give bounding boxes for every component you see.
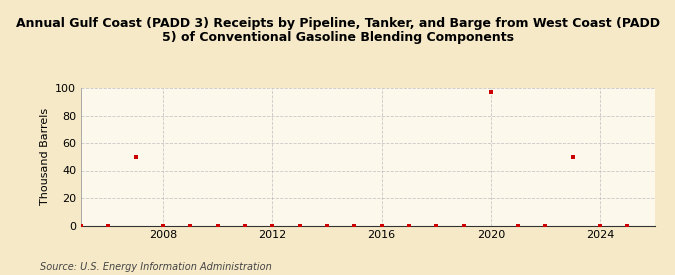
Point	[513, 223, 524, 228]
Point	[404, 223, 414, 228]
Text: Source: U.S. Energy Information Administration: Source: U.S. Energy Information Administ…	[40, 262, 272, 271]
Point	[595, 223, 605, 228]
Point	[622, 223, 633, 228]
Point	[376, 223, 387, 228]
Point	[431, 223, 441, 228]
Point	[458, 223, 469, 228]
Point	[240, 223, 250, 228]
Point	[540, 223, 551, 228]
Point	[294, 223, 305, 228]
Y-axis label: Thousand Barrels: Thousand Barrels	[40, 108, 49, 205]
Point	[267, 223, 277, 228]
Point	[321, 223, 332, 228]
Point	[185, 223, 196, 228]
Point	[485, 90, 496, 94]
Point	[130, 155, 141, 159]
Text: Annual Gulf Coast (PADD 3) Receipts by Pipeline, Tanker, and Barge from West Coa: Annual Gulf Coast (PADD 3) Receipts by P…	[16, 16, 659, 45]
Point	[212, 223, 223, 228]
Point	[349, 223, 360, 228]
Point	[103, 223, 113, 228]
Point	[76, 223, 86, 228]
Point	[157, 223, 168, 228]
Point	[568, 155, 578, 159]
